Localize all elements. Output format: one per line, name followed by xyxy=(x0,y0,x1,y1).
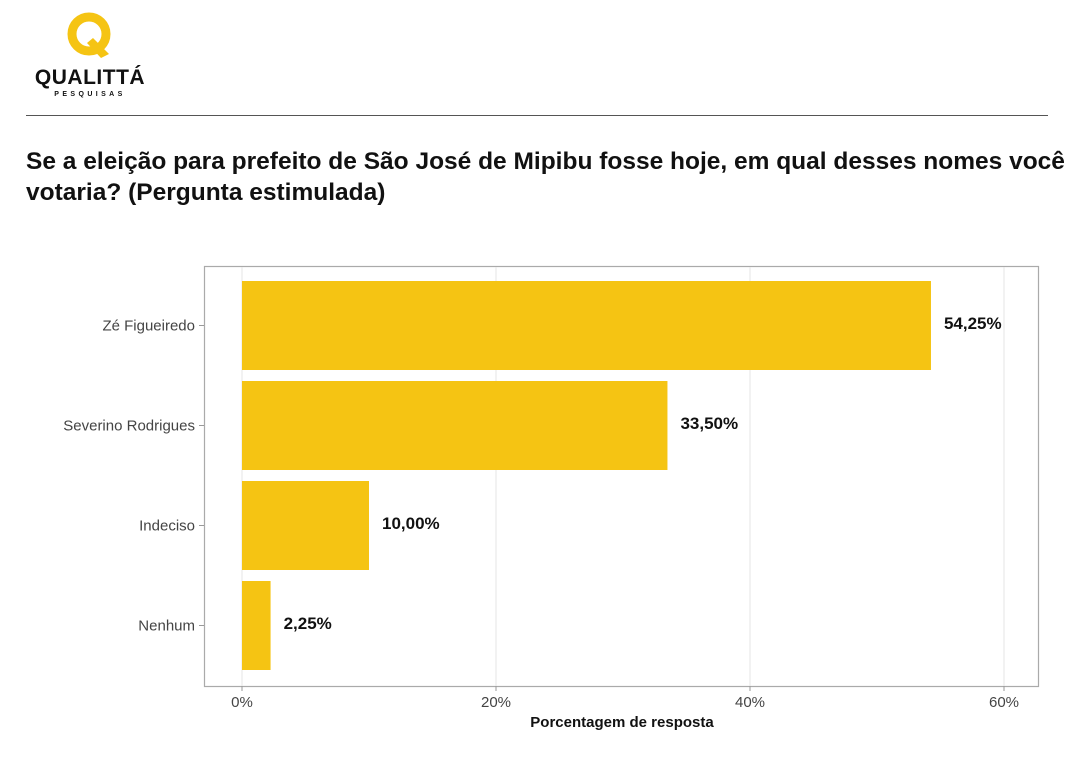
survey-question: Se a eleição para prefeito de São José d… xyxy=(26,148,1065,206)
data-labels: 54,25% 33,50% 10,00% 2,25% xyxy=(284,314,1002,633)
x-tick-label: 20% xyxy=(481,694,511,711)
brand-subtitle: PESQUISAS xyxy=(54,91,126,98)
category-label: Nenhum xyxy=(138,618,195,635)
logo-q-icon xyxy=(67,12,111,58)
x-axis-ticks: 0% 20% 40% 60% xyxy=(231,686,1019,711)
bar xyxy=(242,381,668,470)
x-tick-label: 60% xyxy=(989,694,1019,711)
brand-name: QUALITTÁ xyxy=(34,66,146,89)
category-label: Indeciso xyxy=(139,518,195,535)
bar xyxy=(242,581,271,670)
header-divider xyxy=(26,115,1048,116)
bar xyxy=(242,481,369,570)
data-label: 33,50% xyxy=(680,414,738,433)
brand-logo: QUALITTÁ PESQUISAS xyxy=(28,12,158,102)
bar xyxy=(242,281,931,370)
bars-group xyxy=(242,281,931,670)
x-axis-title: Porcentagem de resposta xyxy=(530,714,714,731)
plot-frame xyxy=(203,265,1040,688)
data-label: 10,00% xyxy=(382,514,440,533)
category-labels: Zé Figueiredo Severino Rodrigues Indeciso N… xyxy=(63,318,204,635)
data-label: 2,25% xyxy=(284,614,332,633)
category-label: Zé Figueiredo xyxy=(102,318,195,335)
x-tick-label: 0% xyxy=(231,694,253,711)
x-tick-label: 40% xyxy=(735,694,765,711)
data-label: 54,25% xyxy=(944,314,1002,333)
category-label: Severino Rodrigues xyxy=(63,418,195,435)
